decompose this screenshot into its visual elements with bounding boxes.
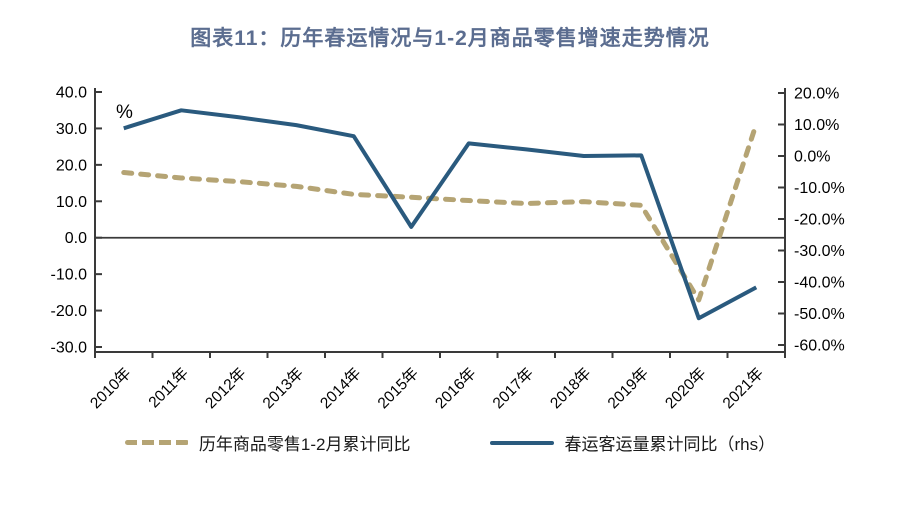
left-axis-tick-label: 0.0 xyxy=(65,230,87,247)
x-axis-label: 2014年 xyxy=(317,364,365,412)
x-axis-label: 2013年 xyxy=(259,364,307,412)
x-axis-label: 2018年 xyxy=(547,364,595,412)
right-axis-tick-label: 20.0% xyxy=(794,86,839,103)
left-axis-tick-label: 20.0 xyxy=(56,157,87,174)
chart-canvas: 40.0 30.0 20.0 10.0 0.0 -10.0 -20.0 -30.0 20.0% 1… xyxy=(51,85,845,413)
right-axis-tick-label: -10.0% xyxy=(794,180,845,197)
x-axis-label: 2021年 xyxy=(719,364,767,412)
x-axis-label: 2016年 xyxy=(432,364,480,412)
x-axis-label: 2019年 xyxy=(604,364,652,412)
right-axis-tick-label: -40.0% xyxy=(794,275,845,292)
right-axis-tick-label: 0.0% xyxy=(794,149,830,166)
left-axis-tick-label: 40.0 xyxy=(56,85,87,102)
right-axis-tick-label: -50.0% xyxy=(794,306,845,323)
legend-label-retail: 历年商品零售1-2月累计同比 xyxy=(198,435,411,454)
x-axis-label: 2015年 xyxy=(374,364,422,412)
x-axis-label: 2020年 xyxy=(662,364,710,412)
x-axis-label: 2012年 xyxy=(202,364,250,412)
left-axis-tick-label: 30.0 xyxy=(56,121,87,138)
right-axis-tick-label: -60.0% xyxy=(794,338,845,355)
legend-item-retail: 历年商品零售1-2月累计同比 xyxy=(124,430,411,455)
left-axis-tick-label: -30.0 xyxy=(51,340,88,357)
chart-legend: 历年商品零售1-2月累计同比 春运客运量累计同比（rhs） xyxy=(0,430,900,455)
retail-dashed-line-swatch xyxy=(124,440,189,445)
chart-title: 图表11：历年春运情况与1-2月商品零售增速走势情况 xyxy=(190,27,710,50)
x-axis-label: 2010年 xyxy=(87,364,135,412)
series-line-retail xyxy=(121,121,759,303)
legend-item-chunyun: 春运客运量累计同比（rhs） xyxy=(490,430,775,455)
right-axis-tick-label: -30.0% xyxy=(794,243,845,260)
left-axis-tick-label: 10.0 xyxy=(56,194,87,211)
left-axis-tick-label: -20.0 xyxy=(51,303,88,320)
left-axis-unit-label: % xyxy=(116,102,133,123)
x-axis-label: 2011年 xyxy=(145,364,192,411)
chunyun-solid-line-swatch xyxy=(490,440,555,445)
right-axis-tick-label: -20.0% xyxy=(794,212,845,229)
right-axis-tick-label: 10.0% xyxy=(794,117,839,134)
legend-label-chunyun: 春运客运量累计同比（rhs） xyxy=(564,435,776,454)
left-axis-tick-label: -10.0 xyxy=(51,267,88,284)
x-axis-label: 2017年 xyxy=(489,364,537,412)
series-line-chunyun xyxy=(123,108,758,321)
